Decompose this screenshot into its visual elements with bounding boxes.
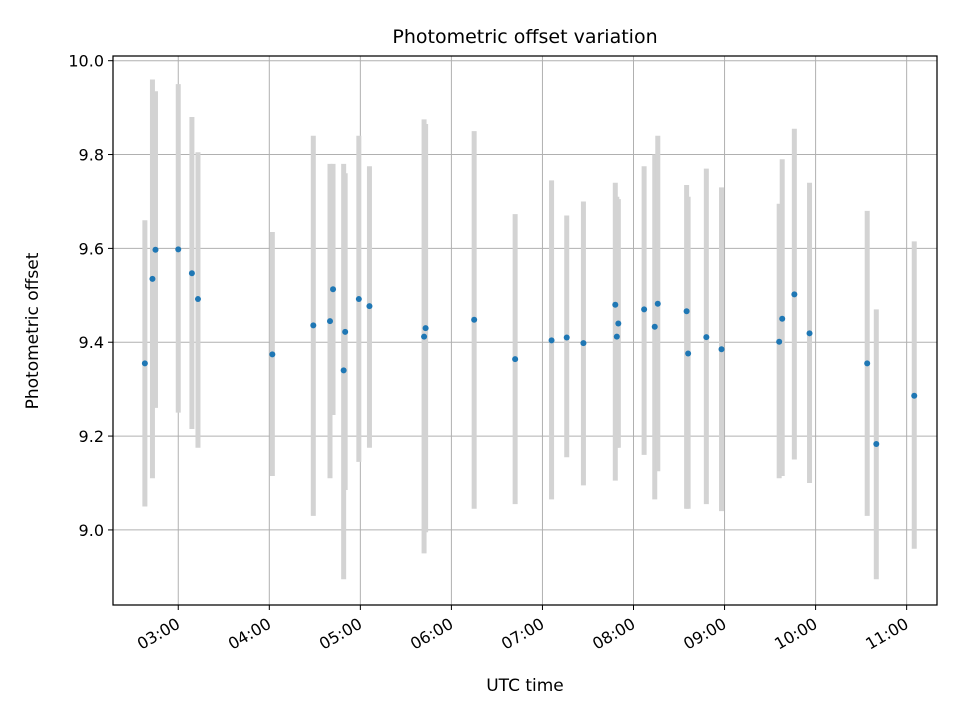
data-point	[864, 360, 871, 367]
data-point	[683, 308, 690, 315]
data-point	[366, 303, 373, 310]
data-point	[194, 296, 201, 303]
data-point	[615, 320, 622, 327]
data-point	[911, 392, 918, 399]
data-point	[718, 346, 725, 353]
chart-title: Photometric offset variation	[392, 26, 657, 48]
data-point	[355, 296, 362, 303]
data-point	[613, 333, 620, 340]
data-point	[641, 306, 648, 313]
data-point	[779, 315, 786, 322]
data-point	[548, 337, 555, 344]
data-point	[340, 367, 347, 374]
data-point	[776, 338, 783, 345]
data-point	[612, 301, 619, 308]
data-point	[342, 328, 349, 335]
data-point	[310, 322, 317, 329]
data-point	[152, 246, 159, 253]
y-tick-label: 9.6	[79, 239, 104, 258]
data-point	[791, 291, 798, 298]
data-point	[327, 318, 334, 325]
data-point	[654, 300, 661, 307]
y-tick-label: 9.0	[79, 521, 104, 540]
y-tick-label: 10.0	[68, 52, 104, 71]
data-point	[471, 316, 478, 323]
data-point	[512, 356, 519, 363]
data-point	[330, 286, 337, 293]
y-tick-label: 9.2	[79, 427, 104, 446]
data-point	[422, 325, 429, 332]
data-point	[421, 333, 428, 340]
data-point	[651, 323, 658, 330]
y-tick-label: 9.4	[79, 333, 104, 352]
data-point	[685, 350, 692, 357]
data-point	[141, 360, 148, 367]
data-point	[188, 270, 195, 277]
x-axis-title: UTC time	[486, 676, 564, 696]
plot-frame	[112, 55, 938, 606]
data-point	[563, 334, 570, 341]
data-point	[269, 351, 276, 358]
data-point	[175, 246, 182, 253]
data-point	[806, 330, 813, 337]
y-tick-label: 9.8	[79, 146, 104, 165]
data-points	[141, 246, 918, 448]
data-point	[149, 275, 156, 282]
data-point	[703, 334, 710, 341]
y-axis-title: Photometric offset	[23, 252, 43, 409]
data-point	[873, 441, 880, 448]
data-point	[580, 340, 587, 347]
